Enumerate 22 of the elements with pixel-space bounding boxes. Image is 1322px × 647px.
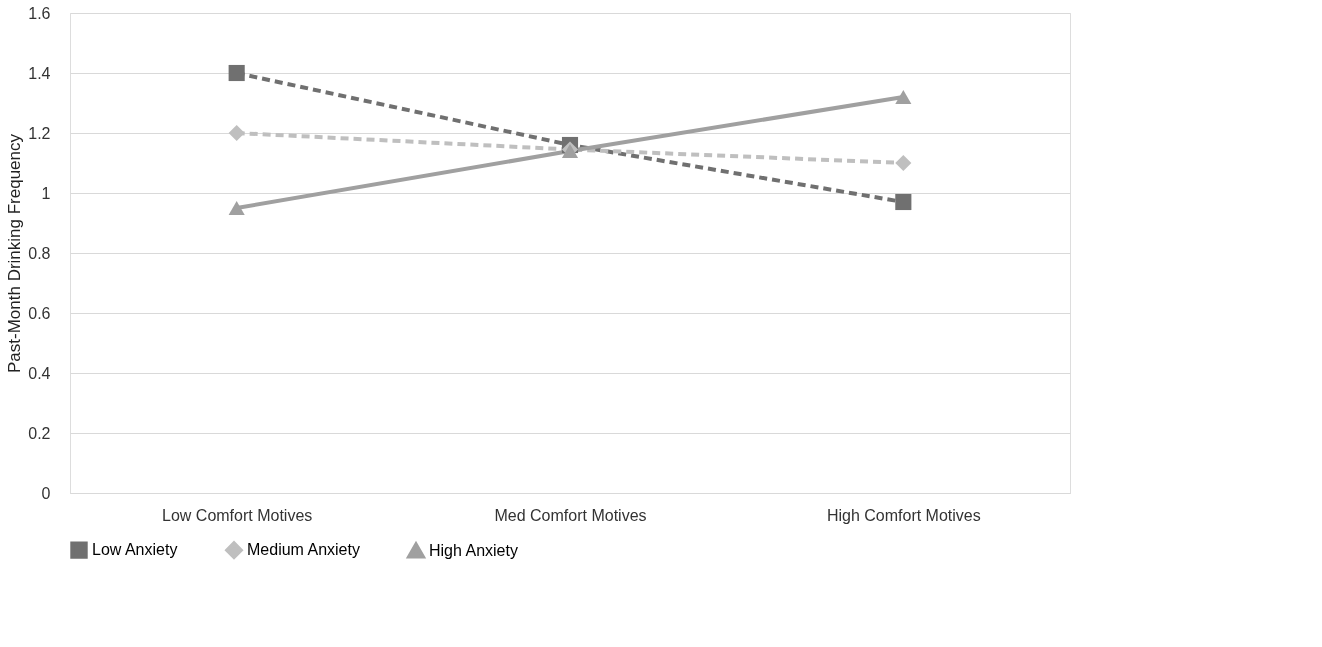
point xyxy=(895,193,912,211)
point xyxy=(228,124,245,142)
y-axis-title: Past-Month Drinking Frequency xyxy=(5,133,25,374)
y-tick-label: 0.8 xyxy=(28,244,51,262)
y-tick-label: 0.6 xyxy=(28,304,51,322)
point xyxy=(895,154,912,172)
y-tick-label: 1.6 xyxy=(28,4,51,22)
x-tick-label: Low Comfort Motives xyxy=(162,506,313,524)
y-tick-label: 0.2 xyxy=(28,424,51,442)
legend-label: Low Anxiety xyxy=(92,541,178,559)
y-tick-label: 1.4 xyxy=(28,64,51,82)
legend-label: Medium Anxiety xyxy=(247,541,360,559)
point xyxy=(228,64,245,82)
y-tick-label: 0 xyxy=(41,484,51,502)
y-tick-label: 1 xyxy=(41,184,51,202)
y-tick-label: 0.4 xyxy=(28,364,51,382)
x-tick-label: High Comfort Motives xyxy=(826,506,981,524)
x-tick-label: Med Comfort Motives xyxy=(494,506,647,524)
legend-label: High Anxiety xyxy=(429,541,518,559)
point xyxy=(228,201,245,215)
point xyxy=(895,90,912,104)
y-tick-label: 1.2 xyxy=(28,124,51,142)
